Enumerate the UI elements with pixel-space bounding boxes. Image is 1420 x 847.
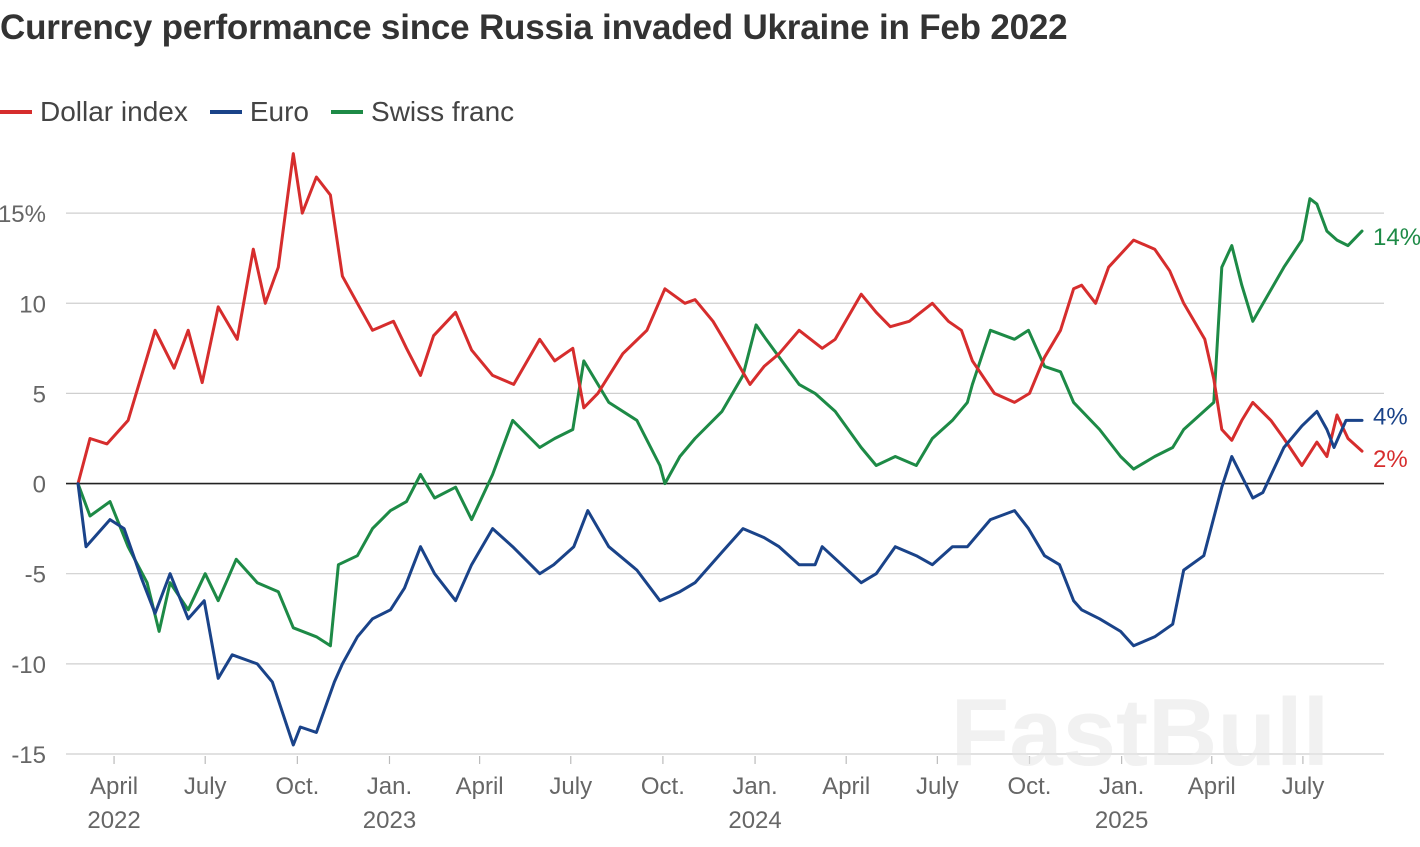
series-lines <box>76 152 1364 747</box>
x-tick-label-10: Oct. <box>1007 773 1051 800</box>
legend-item-swiss-franc: Swiss franc <box>331 96 514 128</box>
y-axis-labels: 15% 10 5 0 -5 -10 -15 <box>0 201 46 769</box>
x-tick-year-2025: 2025 <box>1095 807 1148 834</box>
y-tick-label-minus-15: -15 <box>11 742 46 769</box>
legend-swatch-swiss-franc <box>331 110 364 114</box>
y-tick-label-0: 0 <box>33 472 46 499</box>
legend-item-dollar-index: Dollar index <box>0 96 188 128</box>
x-tick-label-11: Jan. <box>1099 773 1144 800</box>
x-tick-label-9: July <box>916 773 959 800</box>
x-axis: April 2022 July Oct. Jan. 2023 April July Oct. Ja… <box>87 756 1324 834</box>
x-tick-year-2022: 2022 <box>87 807 140 834</box>
x-tick-label-5: July <box>549 773 592 800</box>
legend-label-dollar-index: Dollar index <box>40 96 188 127</box>
x-tick-label-13: July <box>1282 773 1325 800</box>
y-tick-label-15: 15% <box>0 201 46 228</box>
y-tick-label-10: 10 <box>19 291 46 318</box>
end-label-swiss-franc: 14% <box>1373 224 1420 251</box>
legend-swatch-dollar-index <box>0 110 32 114</box>
x-tick-label-8: April <box>822 773 870 800</box>
y-tick-label-minus-5: -5 <box>25 562 46 589</box>
y-tick-label-5: 5 <box>33 381 46 408</box>
x-tick-label-12: April <box>1188 773 1236 800</box>
y-tick-label-minus-10: -10 <box>11 652 46 679</box>
end-label-euro: 4% <box>1373 403 1408 430</box>
x-tick-label-6: Oct. <box>641 773 685 800</box>
x-tick-year-2024: 2024 <box>728 807 781 834</box>
series-line-swiss-franc <box>76 197 1364 648</box>
x-tick-label-7: Jan. <box>732 773 777 800</box>
legend-swatch-euro <box>209 110 242 114</box>
x-tick-year-2023: 2023 <box>363 807 416 834</box>
chart-title: Currency performance since Russia invade… <box>0 8 1068 47</box>
legend-label-swiss-franc: Swiss franc <box>371 96 515 127</box>
end-label-dollar-index: 2% <box>1373 446 1408 473</box>
chart-legend: Dollar index Euro Swiss franc <box>0 94 536 130</box>
series-line-dollar-index <box>76 152 1364 486</box>
watermark-logo: FastBull <box>951 679 1330 786</box>
x-tick-label-2: Oct. <box>275 773 319 800</box>
x-tick-label-3: Jan. <box>367 773 412 800</box>
legend-item-euro: Euro <box>209 96 310 128</box>
legend-label-euro: Euro <box>249 96 310 127</box>
x-tick-label-1: July <box>184 773 227 800</box>
series-end-labels: 2% 4% 14% <box>1373 224 1420 473</box>
x-tick-label-4: April <box>456 773 504 800</box>
series-line-euro <box>76 409 1364 747</box>
x-tick-label-0: April <box>90 773 138 800</box>
